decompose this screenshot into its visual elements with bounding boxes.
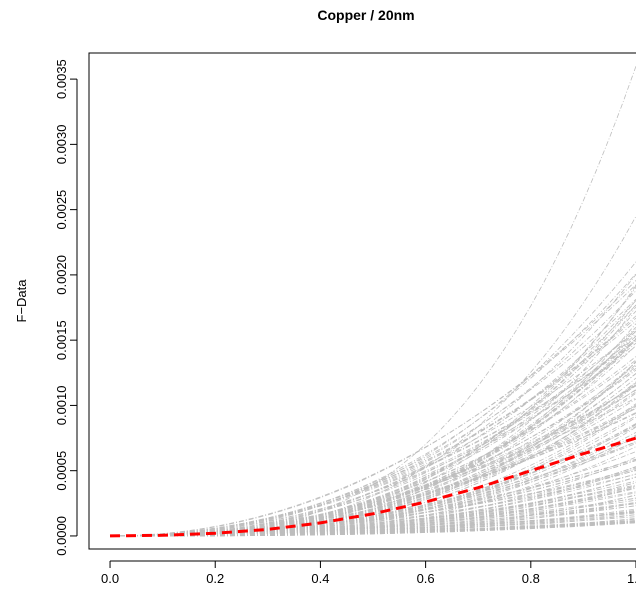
sample-curve: [109, 320, 636, 537]
sample-curve: [110, 315, 636, 537]
x-tick-label: 0.0: [101, 571, 119, 586]
y-tick-label: 0.0000: [54, 516, 69, 556]
sample-curve: [110, 345, 636, 537]
sample-curve: [110, 298, 636, 537]
sample-curve: [109, 317, 636, 537]
y-tick-label: 0.0030: [54, 125, 69, 165]
x-tick-label: 0.4: [311, 571, 329, 586]
sample-curve: [109, 340, 636, 537]
sample-curve: [110, 300, 636, 537]
sample-curve: [109, 331, 636, 537]
sample-curve: [110, 361, 636, 537]
x-tick-label: 0.2: [206, 571, 224, 586]
sample-curve: [110, 361, 636, 537]
y-tick-label: 0.0035: [54, 59, 69, 99]
sample-curve: [109, 339, 636, 537]
mean-curve: [109, 436, 636, 538]
sample-curve: [110, 361, 636, 537]
y-tick-label: 0.0010: [54, 386, 69, 426]
sample-curve: [110, 310, 636, 537]
mean-curve-group: [109, 436, 636, 538]
sample-curves: [109, 65, 636, 537]
y-tick-label: 0.0015: [54, 320, 69, 360]
x-tick-label: 0.6: [417, 571, 435, 586]
sample-curve: [110, 365, 636, 537]
x-axis: 0.0 0.2 0.4 0.6 0.8 1.0: [101, 560, 636, 586]
sample-curve: [110, 521, 636, 537]
sample-curve: [110, 336, 636, 537]
sample-curve: [110, 306, 636, 537]
x-tick-label: 0.8: [522, 571, 540, 586]
y-axis-label: F−Data: [14, 279, 29, 323]
sample-curve: [110, 65, 636, 537]
y-tick-label: 0.0005: [54, 451, 69, 491]
plot-frame: [88, 52, 636, 550]
chart-title: Copper / 20nm: [317, 7, 414, 23]
sample-curve: [110, 261, 636, 537]
y-tick-label: 0.0025: [54, 190, 69, 230]
sample-curve: [110, 273, 636, 537]
sample-curve: [110, 342, 636, 537]
sample-curve: [109, 280, 636, 537]
y-axis: 0.0000 0.0005 0.0010 0.0015 0.0020 0.0025 0.00…: [54, 59, 78, 556]
sample-curve: [110, 300, 636, 537]
sample-curve: [110, 274, 636, 537]
x-tick-label: 1.0: [627, 571, 636, 586]
sample-curve: [110, 326, 636, 537]
y-tick-label: 0.0020: [54, 255, 69, 295]
